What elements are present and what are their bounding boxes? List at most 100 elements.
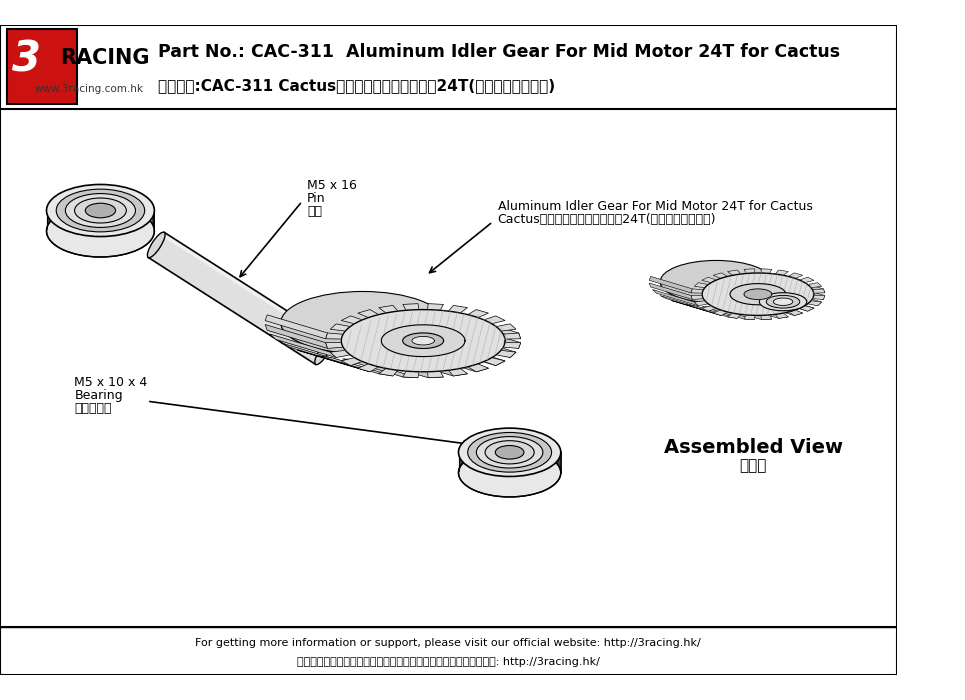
Text: Bearing: Bearing — [74, 389, 123, 402]
Polygon shape — [775, 313, 788, 319]
Polygon shape — [496, 350, 516, 358]
Polygon shape — [660, 281, 813, 316]
Text: Aluminum Idler Gear For Mid Motor 24T for Cactus: Aluminum Idler Gear For Mid Motor 24T fo… — [498, 200, 813, 214]
Ellipse shape — [74, 198, 126, 223]
Polygon shape — [402, 371, 419, 378]
Polygon shape — [468, 364, 488, 372]
Polygon shape — [744, 269, 755, 274]
Ellipse shape — [85, 203, 116, 218]
Polygon shape — [379, 305, 398, 313]
Polygon shape — [265, 315, 328, 339]
Polygon shape — [496, 324, 516, 331]
Text: Cactus用アルミアイドラーギア24T(ミッドモーター用): Cactus用アルミアイドラーギア24T(ミッドモーター用) — [498, 214, 716, 226]
Polygon shape — [281, 343, 350, 365]
Polygon shape — [703, 273, 813, 316]
Polygon shape — [484, 358, 505, 365]
Ellipse shape — [485, 441, 535, 464]
Ellipse shape — [458, 428, 561, 477]
Polygon shape — [799, 306, 814, 312]
Polygon shape — [702, 306, 716, 312]
Polygon shape — [342, 309, 505, 372]
Polygon shape — [270, 334, 336, 358]
Polygon shape — [468, 309, 488, 318]
Ellipse shape — [477, 437, 543, 468]
Polygon shape — [458, 315, 521, 339]
Polygon shape — [649, 276, 693, 293]
Polygon shape — [458, 452, 561, 497]
Text: 更に情報とサポートが必要な方は、こちらのウェブサイトへどうぞ: http://3racing.hk/: 更に情報とサポートが必要な方は、こちらのウェブサイトへどうぞ: http://3… — [297, 657, 599, 667]
Polygon shape — [325, 342, 344, 349]
Polygon shape — [799, 277, 814, 283]
Ellipse shape — [66, 194, 135, 228]
Ellipse shape — [773, 298, 793, 305]
Ellipse shape — [468, 433, 552, 472]
Polygon shape — [450, 334, 516, 358]
Polygon shape — [379, 368, 398, 376]
Polygon shape — [297, 350, 370, 372]
Text: Assembled View: Assembled View — [664, 438, 842, 457]
Polygon shape — [691, 295, 703, 300]
Text: ピン: ピン — [307, 205, 322, 218]
Polygon shape — [744, 315, 755, 320]
Polygon shape — [652, 290, 699, 306]
Polygon shape — [808, 283, 821, 288]
Polygon shape — [713, 310, 728, 316]
Polygon shape — [782, 276, 825, 293]
Polygon shape — [813, 289, 825, 293]
Polygon shape — [702, 277, 716, 283]
Ellipse shape — [495, 445, 524, 459]
Polygon shape — [782, 283, 825, 300]
Polygon shape — [358, 309, 378, 318]
Text: 部品番号:CAC-311 Cactus用アルミアイドラーギア24T(ミッドモーター用): 部品番号:CAC-311 Cactus用アルミアイドラーギア24T(ミッドモータ… — [158, 78, 555, 93]
Polygon shape — [788, 273, 803, 279]
Text: ベアリング: ベアリング — [74, 402, 112, 415]
Polygon shape — [416, 350, 488, 372]
Polygon shape — [720, 307, 772, 320]
Polygon shape — [694, 301, 708, 306]
Polygon shape — [760, 315, 772, 320]
Polygon shape — [776, 290, 821, 306]
Polygon shape — [381, 325, 465, 356]
Polygon shape — [728, 313, 741, 319]
Polygon shape — [503, 333, 521, 339]
Polygon shape — [760, 269, 772, 274]
Polygon shape — [728, 270, 741, 275]
Polygon shape — [484, 316, 505, 324]
Polygon shape — [449, 305, 467, 313]
Polygon shape — [393, 356, 467, 376]
Polygon shape — [703, 307, 755, 320]
Polygon shape — [766, 295, 814, 312]
Polygon shape — [330, 324, 350, 331]
Polygon shape — [449, 368, 467, 376]
Polygon shape — [737, 304, 788, 318]
Polygon shape — [46, 211, 154, 257]
Ellipse shape — [458, 449, 561, 497]
Polygon shape — [342, 358, 362, 365]
Polygon shape — [343, 359, 418, 378]
Ellipse shape — [766, 295, 800, 308]
Polygon shape — [686, 304, 737, 318]
Polygon shape — [325, 333, 344, 339]
Text: RACING: RACING — [61, 48, 150, 68]
Polygon shape — [368, 359, 444, 378]
Ellipse shape — [46, 185, 154, 237]
Ellipse shape — [281, 291, 445, 354]
Polygon shape — [694, 283, 708, 288]
Ellipse shape — [759, 293, 807, 311]
Polygon shape — [149, 232, 332, 365]
Polygon shape — [402, 333, 444, 349]
Text: 3: 3 — [12, 38, 41, 80]
Polygon shape — [330, 350, 350, 358]
Polygon shape — [281, 323, 505, 372]
Polygon shape — [412, 337, 434, 345]
Text: Pin: Pin — [307, 192, 325, 205]
Polygon shape — [342, 316, 362, 324]
Polygon shape — [753, 300, 803, 316]
Polygon shape — [808, 301, 821, 306]
Polygon shape — [503, 342, 521, 349]
Ellipse shape — [46, 205, 154, 257]
Polygon shape — [427, 304, 444, 310]
Polygon shape — [162, 232, 332, 343]
Polygon shape — [265, 325, 328, 349]
Polygon shape — [649, 283, 693, 300]
